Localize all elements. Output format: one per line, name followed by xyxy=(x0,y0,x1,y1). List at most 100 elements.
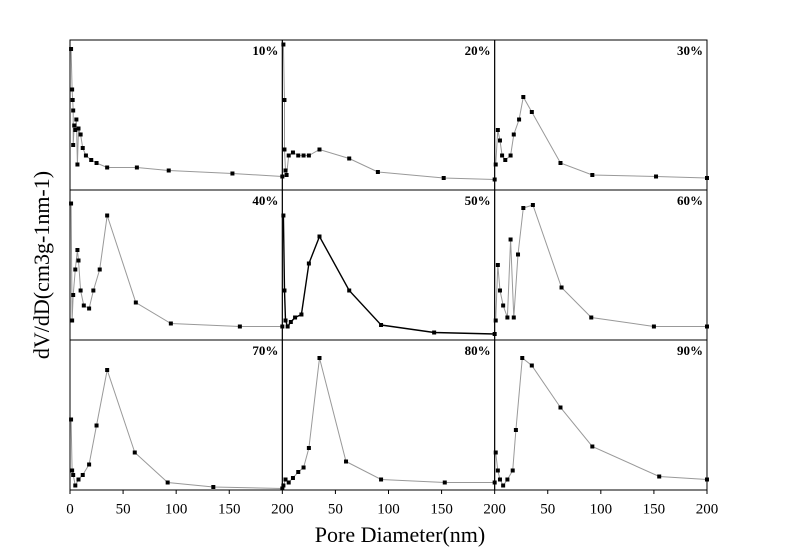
panel-frame xyxy=(494,189,708,341)
data-point xyxy=(590,173,595,177)
data-point xyxy=(521,95,526,99)
data-point xyxy=(495,263,500,267)
data-point xyxy=(94,423,99,428)
data-point xyxy=(230,171,235,176)
data-point xyxy=(71,473,76,477)
data-point xyxy=(508,237,513,242)
data-point xyxy=(495,128,500,132)
data-point xyxy=(590,444,595,449)
data-point xyxy=(81,303,86,308)
data-point xyxy=(80,473,85,477)
data-point xyxy=(72,123,77,128)
data-line xyxy=(282,44,495,180)
data-point xyxy=(301,465,306,470)
data-point xyxy=(505,477,510,482)
data-point xyxy=(375,170,380,174)
data-point xyxy=(91,288,96,293)
data-point xyxy=(657,474,662,479)
data-point xyxy=(651,324,656,329)
panel-frame xyxy=(69,189,283,341)
data-point xyxy=(70,98,75,102)
x-axis-label: Pore Diameter(nm) xyxy=(315,522,485,547)
data-point xyxy=(529,363,534,368)
data-point xyxy=(105,165,110,170)
data-point xyxy=(282,288,287,293)
data-line xyxy=(282,357,495,486)
data-point xyxy=(379,323,384,327)
data-point xyxy=(283,168,288,173)
data-point xyxy=(293,315,298,320)
x-tick-label: 50 xyxy=(328,501,343,517)
data-point xyxy=(493,162,498,167)
data-point xyxy=(105,213,110,218)
panel-frame xyxy=(281,39,496,191)
data-point xyxy=(290,476,295,480)
data-point xyxy=(168,321,173,326)
data-point xyxy=(78,288,83,293)
x-tick-label: 100 xyxy=(377,501,400,517)
data-point xyxy=(529,110,534,114)
data-point xyxy=(513,428,518,432)
data-point xyxy=(71,293,76,297)
data-point xyxy=(283,318,288,323)
panel-frame xyxy=(494,39,708,191)
data-point xyxy=(559,285,564,290)
data-point xyxy=(379,477,384,482)
x-tick-label: 50 xyxy=(116,501,131,517)
panel-title: 20% xyxy=(465,43,491,58)
data-point xyxy=(508,153,513,158)
data-point xyxy=(704,176,709,180)
data-point xyxy=(501,483,506,488)
data-point xyxy=(497,138,502,143)
data-point xyxy=(654,174,659,179)
x-tick-label: 150 xyxy=(643,501,666,517)
data-line xyxy=(495,204,707,327)
data-point xyxy=(296,470,301,474)
x-tick-label: 200 xyxy=(271,501,294,517)
data-point xyxy=(511,315,516,320)
data-point xyxy=(521,206,526,210)
data-point xyxy=(306,446,311,450)
data-point xyxy=(83,153,88,158)
data-point xyxy=(558,405,563,410)
data-point xyxy=(493,318,498,323)
data-point xyxy=(69,47,74,51)
data-point xyxy=(75,248,80,252)
panel-frame xyxy=(281,189,496,341)
x-tick-label: 150 xyxy=(218,501,241,517)
data-point xyxy=(94,161,99,165)
data-point xyxy=(516,252,521,257)
panel-frame xyxy=(281,339,496,491)
panel-frame xyxy=(494,339,708,491)
data-line xyxy=(495,357,708,487)
data-point xyxy=(76,477,81,482)
data-line xyxy=(70,203,283,327)
data-point xyxy=(520,356,525,360)
data-point xyxy=(281,42,286,47)
data-point xyxy=(80,146,85,150)
data-point xyxy=(290,150,295,155)
data-point xyxy=(301,153,306,158)
data-point xyxy=(497,288,502,293)
panel-title: 30% xyxy=(677,43,703,58)
data-point xyxy=(530,203,535,207)
data-point xyxy=(503,158,508,162)
data-line xyxy=(70,48,283,177)
x-tick-label: 150 xyxy=(430,501,453,517)
panel-title: 90% xyxy=(677,343,703,358)
data-point xyxy=(442,480,447,485)
data-point xyxy=(283,477,288,482)
data-line xyxy=(282,215,495,335)
x-tick-label: 50 xyxy=(540,501,555,517)
data-point xyxy=(281,213,286,218)
data-point xyxy=(73,267,78,272)
data-point xyxy=(165,480,170,485)
panel-frame xyxy=(69,339,283,491)
data-point xyxy=(71,108,76,113)
data-point xyxy=(317,147,322,152)
data-point xyxy=(69,417,74,422)
data-point xyxy=(133,300,138,305)
data-line xyxy=(495,95,708,179)
data-point xyxy=(288,320,293,324)
data-point xyxy=(344,459,349,464)
